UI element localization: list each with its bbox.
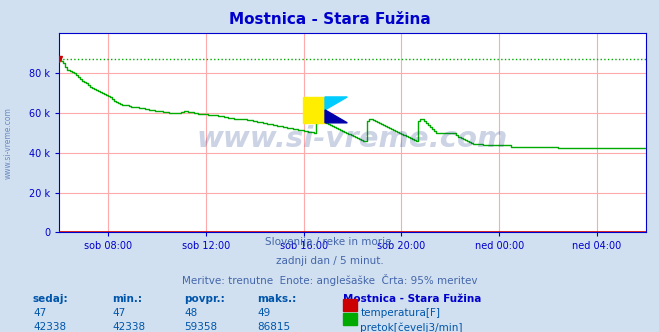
Text: 47: 47 xyxy=(33,308,46,318)
Text: pretok[čevelj3/min]: pretok[čevelj3/min] xyxy=(360,322,463,332)
Text: 42338: 42338 xyxy=(33,322,66,332)
Text: Meritve: trenutne  Enote: anglešaške  Črta: 95% meritev: Meritve: trenutne Enote: anglešaške Črta… xyxy=(182,274,477,286)
Polygon shape xyxy=(325,97,347,110)
Text: 59358: 59358 xyxy=(185,322,217,332)
Text: 42338: 42338 xyxy=(112,322,145,332)
Text: maks.:: maks.: xyxy=(257,294,297,304)
Text: www.si-vreme.com: www.si-vreme.com xyxy=(197,125,508,153)
Text: 49: 49 xyxy=(257,308,270,318)
Text: sedaj:: sedaj: xyxy=(33,294,69,304)
Text: 48: 48 xyxy=(185,308,198,318)
Text: Mostnica - Stara Fužina: Mostnica - Stara Fužina xyxy=(343,294,481,304)
Text: min.:: min.: xyxy=(112,294,142,304)
Text: temperatura[F]: temperatura[F] xyxy=(360,308,440,318)
Text: povpr.:: povpr.: xyxy=(185,294,225,304)
Bar xyxy=(302,97,325,123)
Text: www.si-vreme.com: www.si-vreme.com xyxy=(3,107,13,179)
Text: Slovenija / reke in morje.: Slovenija / reke in morje. xyxy=(264,237,395,247)
Polygon shape xyxy=(325,110,347,123)
Text: 86815: 86815 xyxy=(257,322,290,332)
Text: zadnji dan / 5 minut.: zadnji dan / 5 minut. xyxy=(275,256,384,266)
Text: 47: 47 xyxy=(112,308,125,318)
Text: Mostnica - Stara Fužina: Mostnica - Stara Fužina xyxy=(229,12,430,27)
